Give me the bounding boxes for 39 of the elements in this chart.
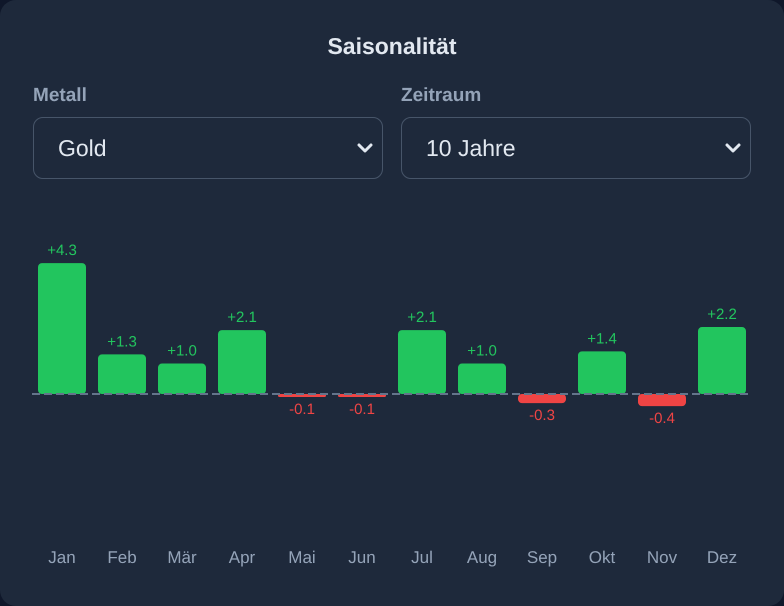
x-tick-label: Sep bbox=[526, 548, 558, 567]
chart-title: Saisonalität bbox=[326, 32, 458, 61]
data-label: -0.4 bbox=[649, 410, 675, 428]
bar bbox=[398, 330, 446, 394]
data-label: +1.0 bbox=[467, 342, 497, 360]
text: Metall bbox=[33, 84, 88, 108]
x-tick-label: Mai bbox=[288, 548, 316, 567]
bar bbox=[698, 327, 746, 394]
dropdown: 10 Jahre bbox=[401, 117, 751, 179]
bar bbox=[98, 354, 146, 394]
bar bbox=[578, 351, 626, 394]
x-tick-label: Dez bbox=[706, 548, 738, 567]
x-tick-label: Jul bbox=[411, 548, 433, 567]
data-label: -0.3 bbox=[529, 407, 555, 424]
x-tick-label: Jan bbox=[48, 548, 76, 567]
data-label: +2.1 bbox=[227, 309, 257, 326]
data-label: -0.1 bbox=[349, 401, 375, 418]
bar bbox=[458, 364, 506, 394]
bar bbox=[38, 263, 86, 394]
data-label: -0.1 bbox=[289, 401, 315, 418]
x-tick-label: Okt bbox=[588, 548, 616, 567]
data-label: +2.2 bbox=[707, 306, 737, 324]
x-tick-label: Apr bbox=[228, 548, 256, 567]
x-tick-label: Aug bbox=[466, 548, 498, 567]
x-tick-label: Feb bbox=[107, 548, 137, 567]
data-label: +1.3 bbox=[107, 333, 137, 350]
x-tick-label: Nov bbox=[646, 548, 678, 567]
bar bbox=[158, 364, 206, 394]
x-tick-label: Mär bbox=[167, 548, 197, 567]
bar bbox=[518, 394, 566, 404]
x-tick-label: Jun bbox=[348, 548, 376, 567]
data-label: +4.3 bbox=[47, 242, 77, 260]
text: Zeitraum bbox=[401, 84, 482, 108]
data-label: +2.1 bbox=[407, 309, 437, 326]
data-label: +1.4 bbox=[587, 330, 617, 348]
dropdown: Gold bbox=[33, 117, 383, 179]
bar bbox=[638, 394, 686, 406]
data-label: +1.0 bbox=[167, 342, 197, 360]
bar bbox=[218, 330, 266, 394]
